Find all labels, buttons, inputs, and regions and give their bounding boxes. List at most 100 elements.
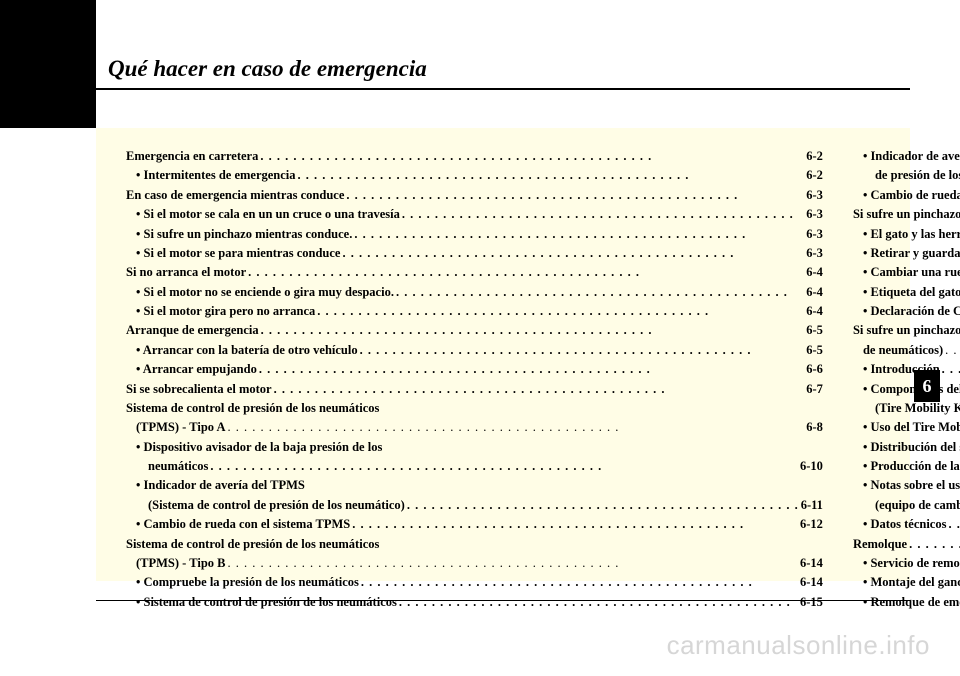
toc-label: • Si el motor no se enciende o gira muy …	[136, 284, 396, 301]
toc-entry: Si sufre un pinchazo (con la rueda de re…	[853, 206, 960, 223]
toc-page: 6-8	[804, 419, 823, 436]
toc-entry: • Cambio de rueda con el sistema TPMS 6-1…	[126, 516, 823, 533]
toc-page: 6-3	[804, 245, 823, 262]
toc-entry: • Datos técnicos6-41	[853, 516, 960, 533]
toc-entry: • Indicador de avería del TPMS	[126, 477, 823, 494]
toc-leader-dots	[909, 536, 960, 553]
toc-entry: • Arrancar con la batería de otro vehícu…	[126, 342, 823, 359]
toc-entry: de presión de los neumáticos)6-18	[853, 167, 960, 184]
toc-leader-dots	[260, 148, 804, 165]
toc-leader-dots	[352, 516, 798, 533]
toc-entry: Si se sobrecalienta el motor 6-7	[126, 381, 823, 398]
toc-leader-dots	[261, 322, 805, 339]
toc-page: 6-6	[804, 361, 823, 378]
toc-leader-dots	[354, 226, 804, 243]
toc-leader-dots	[948, 516, 960, 533]
toc-entry: (TPMS) - Tipo B6-14	[126, 555, 823, 572]
toc-page: 6-10	[798, 458, 823, 475]
toc-entry: • Remolque de emergencia6-44	[853, 594, 960, 611]
toc-label: • Datos técnicos	[863, 516, 949, 533]
toc-label: (Sistema de control de presión de los ne…	[148, 497, 407, 514]
toc-page: 6-12	[798, 516, 823, 533]
toc-page: 6-4	[804, 303, 823, 320]
toc-page: 6-2	[804, 167, 823, 184]
toc-page: 6-14	[798, 574, 823, 591]
toc-entry: • Si el motor se para mientras conduce6-…	[126, 245, 823, 262]
toc-label: (Tire Mobility Kit).	[875, 400, 960, 417]
toc-leader-dots	[396, 284, 804, 301]
toc-label: • Si el motor se cala en un un cruce o u…	[136, 206, 402, 223]
toc-label: • Notas sobre el uso del Tire Mobility K…	[863, 477, 960, 494]
toc-label: (TPMS) - Tipo B	[136, 555, 227, 572]
toc-leader-dots	[346, 187, 804, 204]
toc-label: (TPMS) - Tipo A	[136, 419, 227, 436]
toc-entry: • Arrancar empujando 6-6	[126, 361, 823, 378]
toc-leader-dots	[298, 167, 805, 184]
toc-entry: • Compruebe la presión de los neumáticos…	[126, 574, 823, 591]
toc-entry: • Etiqueta del gato6-32	[853, 284, 960, 301]
toc-entry: (Tire Mobility Kit).6-36	[853, 400, 960, 417]
toc-label: Si sufre un pinchazo (con la rueda de re…	[853, 206, 960, 223]
toc-page: 6-3	[804, 206, 823, 223]
toc-entry: Sistema de control de presión de los neu…	[126, 536, 823, 553]
toc-label: de presión de los neumáticos)	[875, 167, 960, 184]
toc-entry: En caso de emergencia mientras conduce6-…	[126, 187, 823, 204]
toc-right-column: • Indicador de avería del TPMS (Sistema …	[853, 148, 960, 561]
toc-entry: Emergencia en carretera6-2	[126, 148, 823, 165]
toc-label: • Cambio de rueda con el sistema TPMS	[863, 187, 960, 204]
toc-label: • Uso del Tire Mobility Kit	[863, 419, 960, 436]
toc-label: neumáticos	[148, 458, 210, 475]
toc-label: de neumáticos)	[863, 342, 945, 359]
toc-entry: • El gato y las herramientas6-22	[853, 226, 960, 243]
toc-label: Si se sobrecalienta el motor	[126, 381, 274, 398]
toc-entry: • Servicio de remolque6-42	[853, 555, 960, 572]
toc-entry: Remolque6-42	[853, 536, 960, 553]
toc-entry: (Sistema de control de presión de los ne…	[126, 497, 823, 514]
toc-entry: • Dispositivo avisador de la baja presió…	[126, 439, 823, 456]
toc-leader-dots	[402, 206, 804, 223]
toc-left-column: Emergencia en carretera6-2• Intermitente…	[126, 148, 823, 561]
toc-label: • Cambiar una rueda	[863, 264, 960, 281]
toc-label: Remolque	[853, 536, 909, 553]
toc-entry: • Si el motor gira pero no arranca 6-4	[126, 303, 823, 320]
toc-label: • Si el motor gira pero no arranca	[136, 303, 317, 320]
toc-leader-dots	[317, 303, 804, 320]
toc-entry: • Si el motor se cala en un un cruce o u…	[126, 206, 823, 223]
corner-decoration	[0, 0, 96, 128]
toc-entry: • Sistema de control de presión de los n…	[126, 594, 823, 611]
toc-entry: • Declaración de Conformidad CE para el …	[853, 303, 960, 320]
toc-label: • Etiqueta del gato	[863, 284, 960, 301]
toc-entry: • Cambio de rueda con el sistema TPMS6-1…	[853, 187, 960, 204]
chapter-title: Qué hacer en caso de emergencia	[96, 56, 910, 90]
toc-entry: • Si el motor no se enciende o gira muy …	[126, 284, 823, 301]
toc-entry: Si sufre un pinchazo (con el equipo de c…	[853, 322, 960, 339]
toc-label: • Arrancar empujando	[136, 361, 259, 378]
toc-entry: Si no arranca el motor6-4	[126, 264, 823, 281]
toc-label: Sistema de control de presión de los neu…	[126, 400, 381, 417]
toc-entry: (equipo de cambio de neumáticos)6-40	[853, 497, 960, 514]
toc-page: 6-4	[804, 284, 823, 301]
toc-page: 6-3	[804, 226, 823, 243]
toc-label: (equipo de cambio de neumáticos)	[875, 497, 960, 514]
toc-label: • Montaje del gancho de remolque.	[863, 574, 960, 591]
toc-page: 6-3	[804, 187, 823, 204]
toc-entry: • Producción de la presión de inflado6-3…	[853, 458, 960, 475]
toc-page: 6-7	[804, 381, 823, 398]
toc-label: • Servicio de remolque	[863, 555, 960, 572]
toc-label: • Componentes del sistema de cambio de n…	[863, 381, 960, 398]
toc-entry: de neumáticos)6-34	[853, 342, 960, 359]
toc-leader-dots	[361, 574, 798, 591]
toc-page: 6-5	[804, 342, 823, 359]
toc-entry: (TPMS) - Tipo A 6-8	[126, 419, 823, 436]
toc-label: • Cambio de rueda con el sistema TPMS	[136, 516, 352, 533]
toc-entry: • Introducción6-34	[853, 361, 960, 378]
toc-entry: Arranque de emergencia6-5	[126, 322, 823, 339]
toc-label: Emergencia en carretera	[126, 148, 260, 165]
toc-page: 6-5	[804, 322, 823, 339]
toc-label: • Compruebe la presión de los neumáticos	[136, 574, 361, 591]
toc-entry: Sistema de control de presión de los neu…	[126, 400, 823, 417]
toc-entry: • Notas sobre el uso del Tire Mobility K…	[853, 477, 960, 494]
toc-label: • Producción de la presión de inflado	[863, 458, 960, 475]
toc-page: 6-15	[798, 594, 823, 611]
toc-leader-dots	[274, 381, 805, 398]
